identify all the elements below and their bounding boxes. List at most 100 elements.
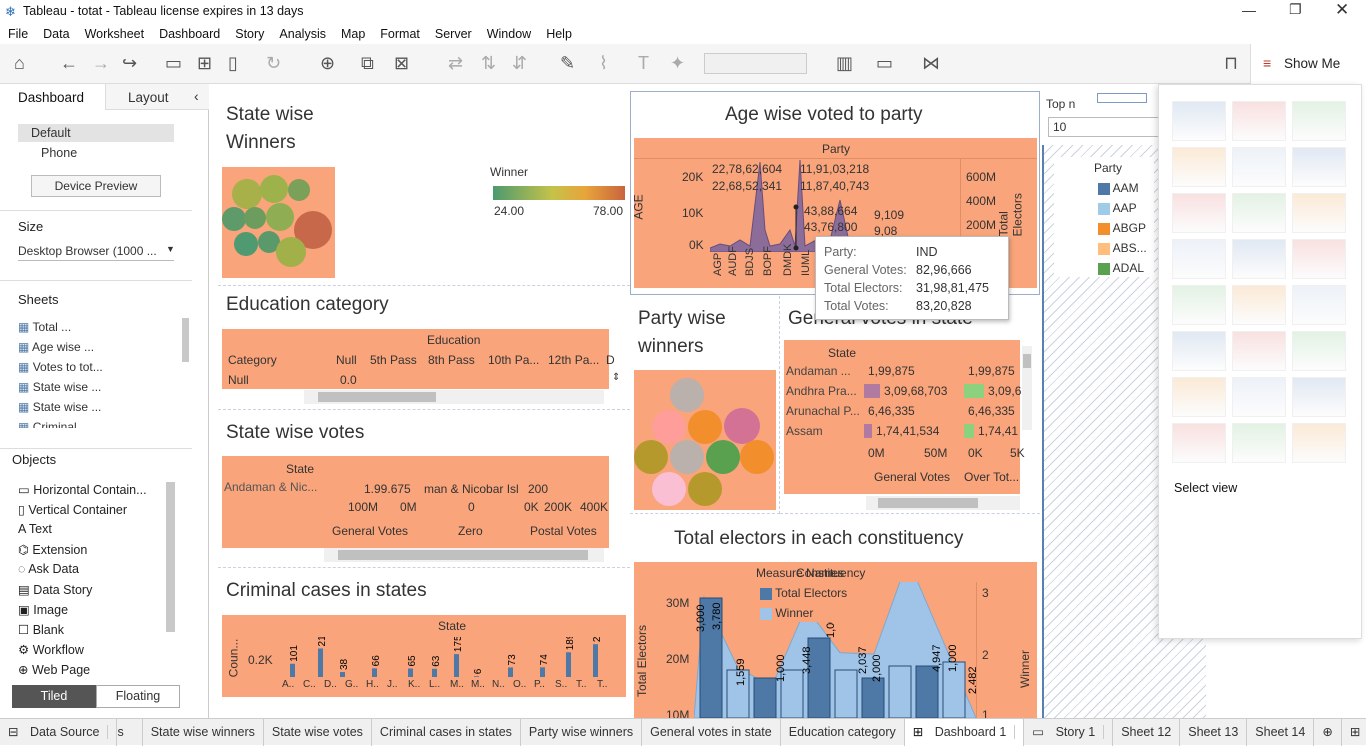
menu-dashboard[interactable]: Dashboard [159, 26, 221, 41]
save-icon[interactable]: ▭ [165, 53, 183, 73]
device-phone[interactable]: Phone [41, 146, 78, 160]
new-worksheet-icon[interactable]: ⊕ [320, 53, 336, 73]
replay-icon[interactable]: ↪ [122, 53, 138, 73]
legend-item[interactable]: AAP [1098, 201, 1137, 215]
menu-format[interactable]: Format [380, 26, 420, 41]
drag-handle[interactable] [1097, 93, 1147, 103]
vscroll-icon[interactable]: ⇕ [612, 372, 621, 383]
legend-item[interactable]: AAM [1098, 181, 1139, 195]
electors-chart[interactable]: Measure Names Constituency Total Elector… [634, 562, 1037, 718]
tab-sheet-12[interactable]: Sheet 12 [1113, 718, 1181, 746]
chart-type-pie-icon[interactable] [1292, 147, 1346, 187]
elector-bar[interactable] [726, 669, 750, 718]
chart-type-area-discrete-icon[interactable] [1232, 331, 1286, 371]
scroll-thumb[interactable] [318, 392, 436, 402]
object-vertical-container[interactable]: ▯ Vertical Container [18, 503, 128, 517]
bar[interactable] [964, 424, 974, 438]
device-preview-button[interactable]: Device Preview [31, 175, 161, 197]
bar[interactable] [964, 384, 984, 398]
point[interactable] [793, 204, 799, 210]
legend-item[interactable]: Total Electors [760, 586, 847, 600]
share-icon[interactable]: ⋈ [922, 53, 940, 73]
chart-type-dual-combination-icon[interactable] [1292, 331, 1346, 371]
undo-icon[interactable]: ← [60, 53, 78, 73]
object-extension[interactable]: ⌬ Extension [18, 543, 88, 557]
elector-bar[interactable] [780, 669, 804, 718]
object-ask-data[interactable]: ◌ Ask Data [18, 562, 79, 576]
tab-dashboard-1[interactable]: ⊞ Dashboard 1 [904, 718, 1025, 746]
criminal-bar[interactable] [372, 668, 377, 677]
bubble[interactable] [234, 232, 258, 256]
tab-criminal-cases[interactable]: Criminal cases in states [372, 718, 521, 746]
elector-bar[interactable] [861, 677, 885, 718]
tab-general-votes[interactable]: General votes in state [642, 718, 781, 746]
chart-type-text-table-icon[interactable] [1172, 101, 1226, 141]
new-worksheet-tab-icon[interactable]: ⊕ [1314, 718, 1342, 746]
scroll-thumb[interactable] [878, 498, 978, 508]
object-data-story[interactable]: ▤ Data Story [18, 583, 93, 597]
tab-state-wise-votes[interactable]: State wise votes [264, 718, 372, 746]
sheet-item[interactable]: ▦ Total ... [18, 320, 71, 334]
bubble[interactable] [634, 440, 668, 474]
bubble[interactable] [222, 207, 246, 231]
criminal-chart[interactable]: State Coun... 0.2K 101 218 38 66 65 63 175 6 73 7… [222, 615, 626, 697]
scroll-thumb[interactable] [1023, 354, 1031, 368]
refresh-icon[interactable]: ↻ [266, 53, 282, 73]
clear-icon[interactable]: ⊠ [394, 53, 410, 73]
gen-votes-table[interactable]: State Andaman ... Andhra Pra... Arunacha… [784, 340, 1025, 494]
tab-sheet-14[interactable]: Sheet 14 [1247, 718, 1315, 746]
bubble[interactable] [706, 440, 740, 474]
object-text[interactable]: A Text [18, 522, 52, 536]
sheets-scrollbar[interactable] [182, 318, 189, 362]
chart-type-stacked-bar-icon[interactable] [1232, 193, 1286, 233]
bubble[interactable] [670, 440, 704, 474]
sheet-item[interactable]: ▦ State wise ... [18, 380, 101, 394]
criminal-bar[interactable] [566, 652, 571, 677]
chart-type-filled-map-icon[interactable] [1232, 147, 1286, 187]
state-votes-table[interactable]: State Andaman & Nic... 1.99.675 man & Ni… [222, 456, 609, 548]
elector-bar[interactable] [753, 677, 777, 718]
bubble[interactable] [260, 175, 288, 203]
chart-type-symbol-map-icon[interactable] [1172, 147, 1226, 187]
tab-education-category[interactable]: Education category [781, 718, 905, 746]
criminal-bar[interactable] [540, 667, 545, 677]
pin-icon[interactable]: ✦ [670, 53, 686, 73]
point[interactable] [793, 245, 799, 251]
bar[interactable] [864, 384, 880, 398]
state-winners-bubbles[interactable] [222, 167, 335, 278]
chart-type-treemap-icon[interactable] [1172, 239, 1226, 279]
age-party-chart[interactable]: Party AGE 20K 10K 0K 22,78,62,604 22,68,… [632, 138, 1037, 288]
size-dropdown[interactable]: Desktop Browser (1000 ... [18, 244, 157, 258]
criminal-bar[interactable] [408, 668, 413, 678]
collapse-icon[interactable]: ‹ [194, 88, 199, 104]
attach-icon[interactable]: ⌇ [599, 53, 608, 73]
object-workflow[interactable]: ⚙ Workflow [18, 643, 84, 657]
home-icon[interactable]: ⌂ [14, 53, 25, 73]
criminal-bar[interactable] [340, 672, 345, 677]
elector-bar[interactable] [915, 665, 939, 718]
bubble[interactable] [266, 203, 294, 231]
menu-analysis[interactable]: Analysis [279, 26, 326, 41]
sort-desc-icon[interactable]: ⇵ [512, 53, 528, 73]
chart-type-highlight-table-icon[interactable] [1292, 101, 1346, 141]
bar[interactable] [864, 424, 872, 438]
chart-type-scatter-icon[interactable] [1172, 377, 1226, 417]
gen-votes-vscrollbar[interactable] [1022, 346, 1032, 430]
chart-type-horizontal-bar-icon[interactable] [1172, 193, 1226, 233]
menu-file[interactable]: File [8, 26, 29, 41]
tab-party-wise-winners[interactable]: Party wise winners [521, 718, 643, 746]
bubble[interactable] [652, 472, 686, 506]
floating-button[interactable]: Floating [96, 685, 180, 708]
chart-type-line-discrete-icon[interactable] [1232, 285, 1286, 325]
presentation-icon[interactable]: ▭ [876, 53, 894, 73]
minimize-icon[interactable]: — [1242, 2, 1256, 18]
tab-state-wise-winners[interactable]: State wise winners [143, 718, 264, 746]
chart-type-bullet-icon[interactable] [1232, 423, 1286, 463]
criminal-bar[interactable] [474, 676, 479, 677]
object-image[interactable]: ▣ Image [18, 603, 69, 617]
bubble[interactable] [258, 231, 280, 253]
new-dashboard-tab-icon[interactable]: ⊞ [1342, 719, 1366, 746]
show-cards-icon[interactable]: ▥ [836, 53, 854, 73]
criminal-bar[interactable] [454, 654, 459, 677]
sheet-item[interactable]: ▦ Age wise ... [18, 340, 94, 354]
